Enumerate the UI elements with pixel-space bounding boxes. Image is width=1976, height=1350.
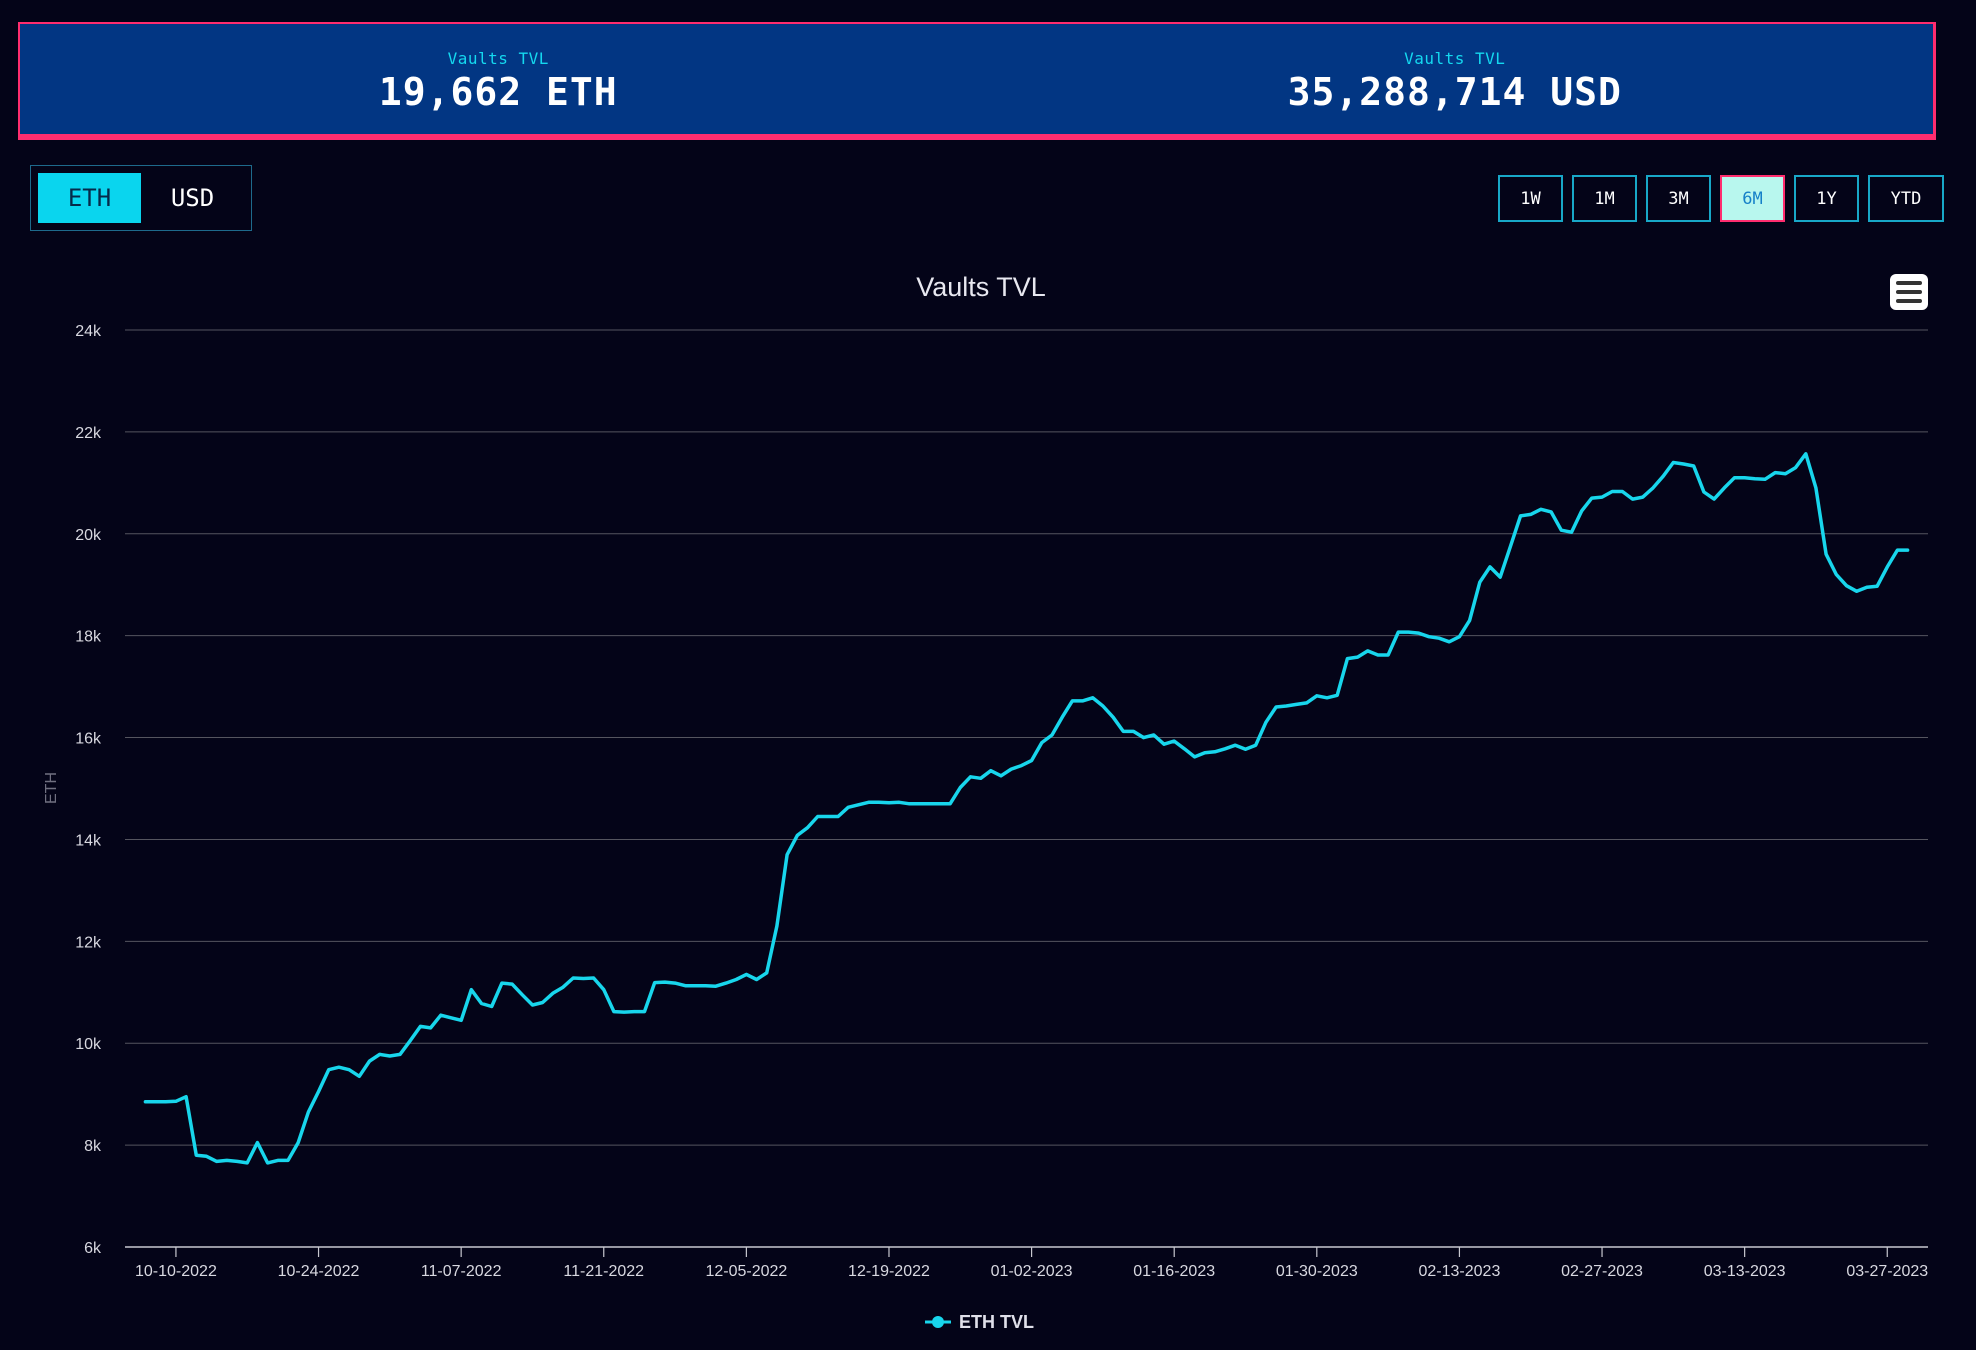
menu-icon-bar — [1896, 281, 1922, 285]
y-tick-label: 12k — [75, 934, 102, 951]
y-axis-label: ETH — [43, 772, 60, 804]
x-tick-label: 01-02-2023 — [991, 1263, 1073, 1280]
tvl-stats-banner: Vaults TVL 19,662 ETH Vaults TVL 35,288,… — [18, 22, 1936, 140]
x-tick-label: 03-27-2023 — [1846, 1263, 1928, 1280]
legend-label: ETH TVL — [959, 1312, 1034, 1332]
range-ytd-button[interactable]: YTD — [1868, 175, 1944, 222]
legend-marker-icon — [932, 1316, 944, 1328]
y-tick-label: 10k — [75, 1036, 102, 1053]
series-line-eth-tvl — [143, 452, 1910, 1165]
x-tick-label: 12-19-2022 — [848, 1263, 930, 1280]
y-tick-label: 14k — [75, 832, 102, 849]
y-tick-label: 24k — [75, 323, 102, 340]
stat-usd: Vaults TVL 35,288,714 USD — [977, 24, 1934, 134]
y-tick-label: 18k — [75, 629, 102, 646]
chart-title: Vaults TVL — [916, 272, 1046, 302]
stat-eth: Vaults TVL 19,662 ETH — [20, 24, 977, 134]
range-3m-button[interactable]: 3M — [1646, 175, 1711, 222]
y-tick-label: 22k — [75, 425, 102, 442]
menu-icon-bar — [1896, 290, 1922, 294]
x-tick-label: 10-10-2022 — [135, 1263, 217, 1280]
x-tick-label: 01-16-2023 — [1133, 1263, 1215, 1280]
range-1w-button[interactable]: 1W — [1498, 175, 1563, 222]
x-tick-label: 11-21-2022 — [563, 1263, 644, 1280]
currency-toggle: ETH USD — [30, 165, 252, 231]
chart-menu-button[interactable] — [1890, 274, 1928, 310]
stat-eth-label: Vaults TVL — [447, 48, 549, 68]
chart-series — [143, 452, 1910, 1165]
x-tick-label: 11-07-2022 — [421, 1263, 502, 1280]
stat-usd-value: 35,288,714 USD — [1287, 69, 1622, 114]
x-tick-label: 02-27-2023 — [1561, 1263, 1643, 1280]
stat-eth-value: 19,662 ETH — [378, 69, 618, 114]
range-1y-button[interactable]: 1Y — [1794, 175, 1859, 222]
chart-legend[interactable]: ETH TVL — [925, 1312, 1034, 1332]
x-axis-ticks: 10-10-2022 10-24-2022 11-07-2022 11-21-2022… — [135, 1247, 1928, 1280]
y-tick-label: 6k — [84, 1240, 102, 1257]
toggle-eth-button[interactable]: ETH — [38, 173, 141, 223]
y-tick-label: 20k — [75, 527, 102, 544]
y-tick-label: 16k — [75, 731, 102, 748]
y-axis-ticks: 6k 8k 10k 12k 14k 16k 18k 20k 22k 24k — [75, 323, 102, 1257]
x-tick-label: 03-13-2023 — [1704, 1263, 1786, 1280]
menu-icon-bar — [1896, 299, 1922, 303]
x-tick-label: 01-30-2023 — [1276, 1263, 1358, 1280]
chart-gridlines — [125, 329, 1928, 1248]
x-tick-label: 10-24-2022 — [278, 1263, 360, 1280]
range-6m-button[interactable]: 6M — [1720, 175, 1785, 222]
toggle-usd-button[interactable]: USD — [141, 173, 244, 223]
stat-usd-label: Vaults TVL — [1404, 48, 1506, 68]
x-tick-label: 12-05-2022 — [705, 1263, 787, 1280]
range-selector: 1W 1M 3M 6M 1Y YTD — [1498, 175, 1944, 222]
x-tick-label: 02-13-2023 — [1419, 1263, 1501, 1280]
y-tick-label: 8k — [84, 1138, 102, 1155]
range-1m-button[interactable]: 1M — [1572, 175, 1637, 222]
